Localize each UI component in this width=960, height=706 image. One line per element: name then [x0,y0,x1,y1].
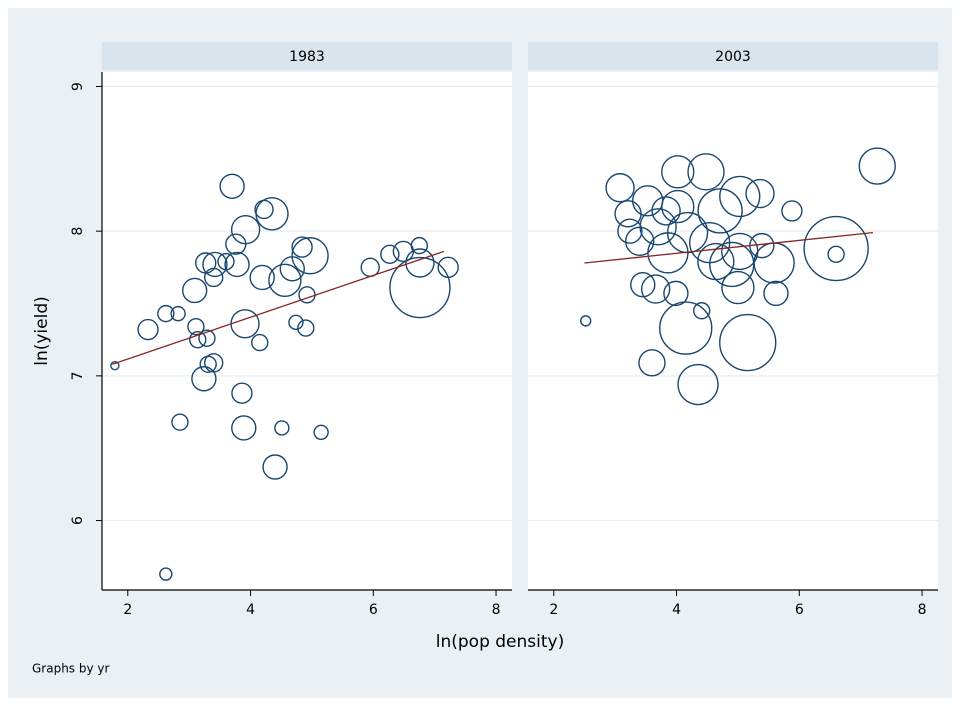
x-tick-label: 2 [549,602,558,618]
panel-title: 2003 [715,49,751,65]
bubble [617,218,643,244]
bubble [803,215,869,282]
bubble [677,363,719,406]
bubble [291,236,313,258]
x-tick-label: 8 [918,602,927,618]
x-tick-label: 8 [492,602,501,618]
bubble [231,382,253,404]
bubble [827,245,845,264]
bubble [262,454,288,480]
bubble [204,353,224,373]
bubble [170,305,186,322]
plot-area [528,72,938,590]
bubble [231,415,257,441]
bubble [745,178,775,209]
bubble [137,318,159,341]
bubble [579,315,592,327]
y-tick-label: 6 [70,516,86,525]
bubble [719,175,761,218]
bubble [638,349,666,377]
bubble [640,274,671,304]
bubble [687,153,725,191]
bubble [763,280,789,307]
x-tick-label: 2 [123,602,132,618]
bubble [291,237,329,275]
fit-line [112,250,445,365]
x-tick-label: 6 [369,602,378,618]
y-axis-label: ln(yield) [32,296,52,366]
bubble [189,330,207,349]
bubble [380,244,400,265]
bubble [697,188,743,234]
bubble [219,173,245,200]
bubble [202,251,228,278]
bubble [274,420,290,436]
bubble [692,302,711,320]
bubble [249,264,275,291]
bubble [639,208,677,246]
bubble [204,267,224,288]
y-tick-label: 8 [70,227,86,236]
bubble [171,413,189,431]
bubble [663,280,689,307]
bubble [605,173,635,203]
bubble [288,314,304,331]
bubble [181,277,208,304]
bubble [721,270,755,305]
note: Graphs by yr [32,662,110,676]
bubble [659,301,713,355]
bubble [297,319,315,337]
y-tick-label: 7 [70,371,86,380]
panel-title: 1983 [289,49,325,65]
bubble [187,317,205,336]
bubble [157,304,175,323]
bubble [313,424,329,440]
bubble [198,329,216,347]
bubble [255,197,289,231]
bubble [251,333,269,352]
bubble [661,189,695,224]
panel-header [528,42,938,70]
bubble [651,196,681,226]
bubble [858,147,896,185]
bubble [224,251,250,278]
x-axis-label: ln(pop density) [436,632,564,652]
bubble [110,361,120,371]
bubble [191,366,217,392]
bubble [630,271,656,298]
x-tick-label: 4 [672,602,681,618]
y-tick-label: 9 [70,82,86,91]
bubble [410,236,429,255]
plot-area [102,72,512,590]
panel-header [102,42,512,70]
bubble [437,256,459,279]
x-tick-label: 4 [246,602,255,618]
bubble [781,200,803,222]
x-tick-label: 6 [795,602,804,618]
bubble [405,248,435,278]
fit-line [584,231,874,264]
bubble [268,263,302,298]
bubble [719,313,777,372]
bubble [230,215,261,245]
bubble [661,155,695,189]
bubble [389,256,451,319]
bubble [159,567,173,581]
